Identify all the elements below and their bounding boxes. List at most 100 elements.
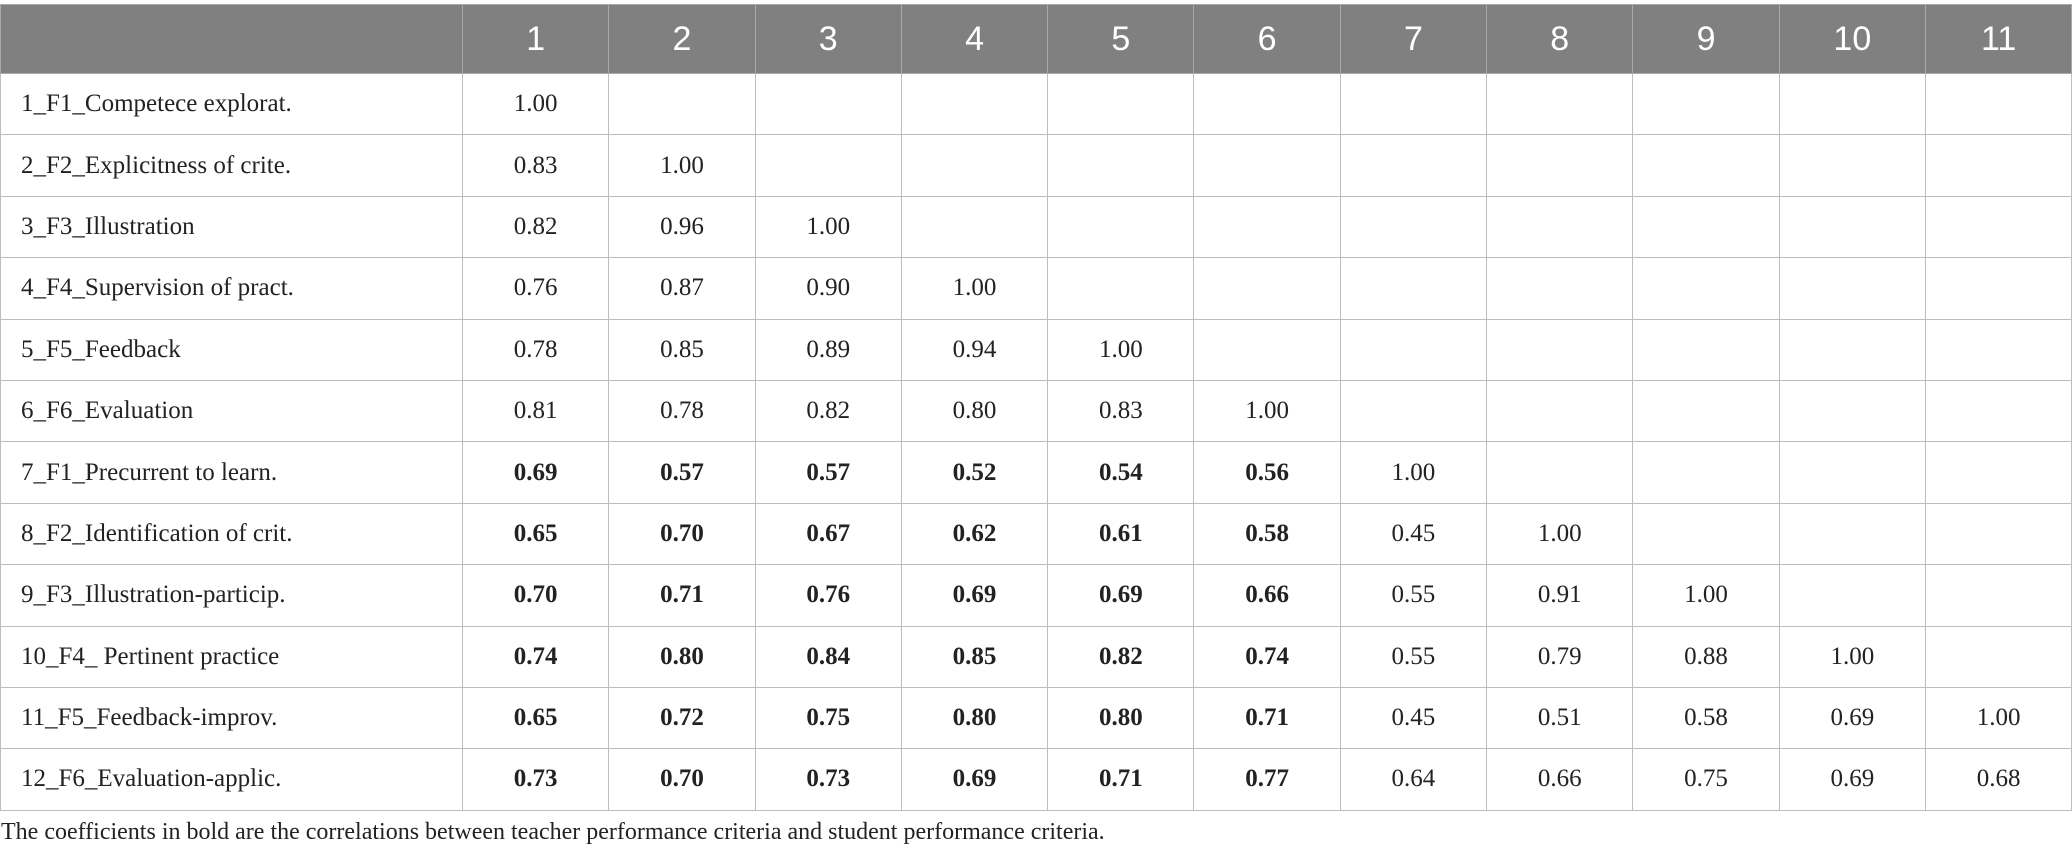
correlation-cell: 0.65 — [461, 686, 610, 750]
correlation-cell — [1339, 257, 1488, 320]
row-label: 4_F4_Supervision of pract. — [0, 257, 463, 320]
row-label: 8_F2_Identification of crit. — [0, 502, 463, 566]
correlation-cell — [1924, 564, 2072, 627]
correlation-cell: 0.69 — [900, 564, 1049, 627]
correlation-cell: 0.79 — [1486, 625, 1634, 688]
correlation-cell: 0.78 — [461, 318, 610, 381]
correlation-cell: 0.57 — [754, 441, 902, 504]
row-label: 5_F5_Feedback — [0, 318, 463, 381]
correlation-cell: 0.80 — [900, 379, 1049, 443]
correlation-cell — [1924, 134, 2072, 197]
correlation-cell — [1778, 318, 1926, 381]
correlation-cell: 0.66 — [1193, 564, 1341, 627]
header-cell-col-1: 1 — [461, 4, 610, 74]
correlation-cell: 0.89 — [754, 318, 902, 381]
table-row: 2_F2_Explicitness of crite. 0.83 1.00 — [0, 134, 2072, 197]
correlation-cell — [1339, 72, 1488, 136]
table-header-row: 1 2 3 4 5 6 7 8 9 10 11 — [0, 4, 2072, 74]
correlation-cell — [1924, 72, 2072, 136]
correlation-cell: 0.70 — [608, 748, 756, 811]
correlation-cell — [1632, 318, 1780, 381]
correlation-cell: 0.76 — [754, 564, 902, 627]
correlation-cell: 0.81 — [461, 379, 610, 443]
correlation-cell: 0.76 — [461, 257, 610, 320]
correlation-cell: 0.66 — [1486, 748, 1634, 811]
correlation-cell — [1924, 195, 2072, 259]
correlation-cell: 1.00 — [1778, 625, 1926, 688]
header-cell-col-2: 2 — [608, 4, 756, 74]
correlation-cell — [1486, 257, 1634, 320]
correlation-cell — [1778, 257, 1926, 320]
row-label: 10_F4_ Pertinent practice — [0, 625, 463, 688]
table-row: 9_F3_Illustration-particip. 0.70 0.71 0.76 0… — [0, 564, 2072, 627]
correlation-cell — [1632, 257, 1780, 320]
correlation-cell — [608, 72, 756, 136]
correlation-cell — [1047, 72, 1195, 136]
correlation-cell: 0.88 — [1632, 625, 1780, 688]
correlation-cell — [1339, 134, 1488, 197]
correlation-cell: 0.80 — [608, 625, 756, 688]
correlation-cell: 1.00 — [1486, 502, 1634, 566]
correlation-cell — [1778, 502, 1926, 566]
correlation-cell — [1047, 257, 1195, 320]
correlation-cell — [1632, 441, 1780, 504]
correlation-cell: 0.61 — [1047, 502, 1195, 566]
correlation-cell — [1486, 195, 1634, 259]
correlation-cell — [1486, 379, 1634, 443]
correlation-cell — [900, 195, 1049, 259]
correlation-cell: 1.00 — [1924, 686, 2072, 750]
correlation-cell: 0.94 — [900, 318, 1049, 381]
correlation-table-container: 1 2 3 4 5 6 7 8 9 10 11 1_F1_Competece explorat. 1.… — [0, 4, 2072, 846]
correlation-cell — [1924, 502, 2072, 566]
header-cell-col-6: 6 — [1193, 4, 1341, 74]
correlation-cell: 0.73 — [461, 748, 610, 811]
correlation-cell: 0.91 — [1486, 564, 1634, 627]
correlation-cell: 1.00 — [1047, 318, 1195, 381]
header-cell-col-5: 5 — [1047, 4, 1195, 74]
row-label: 1_F1_Competece explorat. — [0, 72, 463, 136]
table-row: 5_F5_Feedback 0.78 0.85 0.89 0.94 1.00 — [0, 318, 2072, 381]
correlation-cell: 0.52 — [900, 441, 1049, 504]
correlation-cell — [1924, 379, 2072, 443]
correlation-cell: 0.70 — [608, 502, 756, 566]
table-row: 8_F2_Identification of crit. 0.65 0.70 0.67… — [0, 502, 2072, 566]
correlation-cell — [1193, 257, 1341, 320]
correlation-cell: 0.71 — [1047, 748, 1195, 811]
correlation-cell — [1924, 441, 2072, 504]
correlation-cell — [900, 134, 1049, 197]
correlation-cell — [1193, 72, 1341, 136]
correlation-cell: 0.64 — [1339, 748, 1488, 811]
correlation-cell: 0.69 — [900, 748, 1049, 811]
correlation-cell — [1193, 318, 1341, 381]
correlation-cell — [1486, 318, 1634, 381]
correlation-cell — [1778, 379, 1926, 443]
correlation-cell: 0.82 — [754, 379, 902, 443]
table-row: 12_F6_Evaluation-applic. 0.73 0.70 0.73 0.69… — [0, 748, 2072, 811]
correlation-cell — [1047, 134, 1195, 197]
header-cell-label — [0, 4, 463, 74]
correlation-cell — [754, 134, 902, 197]
correlation-cell — [1924, 318, 2072, 381]
header-cell-col-3: 3 — [754, 4, 902, 74]
table-row: 1_F1_Competece explorat. 1.00 — [0, 72, 2072, 136]
correlation-cell: 0.70 — [461, 564, 610, 627]
header-cell-col-11: 11 — [1924, 4, 2072, 74]
header-cell-col-9: 9 — [1632, 4, 1780, 74]
correlation-cell: 0.90 — [754, 257, 902, 320]
correlation-cell: 0.69 — [1778, 748, 1926, 811]
header-cell-col-4: 4 — [900, 4, 1049, 74]
correlation-cell — [1924, 257, 2072, 320]
correlation-cell: 0.58 — [1632, 686, 1780, 750]
correlation-cell — [1339, 195, 1488, 259]
correlation-cell: 0.65 — [461, 502, 610, 566]
table-row: 6_F6_Evaluation 0.81 0.78 0.82 0.80 0.83 1.00 — [0, 379, 2072, 443]
correlation-cell: 0.45 — [1339, 686, 1488, 750]
correlation-cell: 0.74 — [1193, 625, 1341, 688]
header-cell-col-10: 10 — [1778, 4, 1926, 74]
correlation-cell: 0.69 — [1047, 564, 1195, 627]
correlation-cell: 0.78 — [608, 379, 756, 443]
correlation-cell: 1.00 — [754, 195, 902, 259]
table-row: 4_F4_Supervision of pract. 0.76 0.87 0.90 1.… — [0, 257, 2072, 320]
correlation-cell — [1632, 72, 1780, 136]
row-label: 11_F5_Feedback-improv. — [0, 686, 463, 750]
